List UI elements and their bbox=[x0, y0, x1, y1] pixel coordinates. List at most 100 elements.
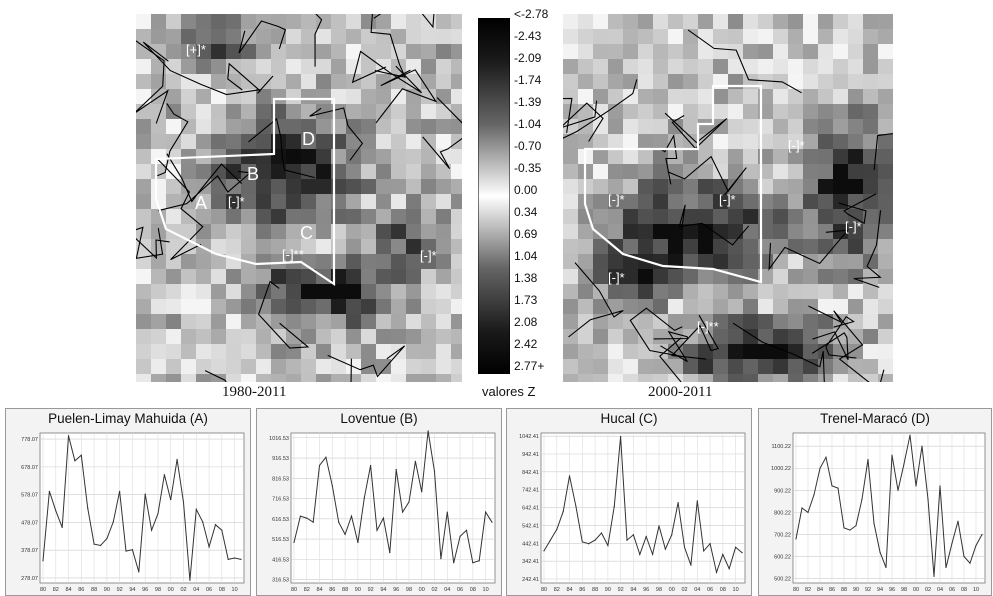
map-label: B bbox=[247, 164, 259, 184]
map-cell bbox=[256, 254, 271, 269]
map-cell bbox=[181, 224, 196, 239]
data-point bbox=[722, 553, 724, 556]
map-cell bbox=[833, 14, 848, 29]
map-cell bbox=[151, 179, 166, 194]
map-cell bbox=[668, 59, 683, 74]
map-cell bbox=[226, 344, 241, 359]
map-cell bbox=[638, 269, 653, 284]
data-point bbox=[677, 502, 679, 504]
map-cell bbox=[136, 194, 151, 209]
map-cell bbox=[196, 59, 211, 74]
map-cell bbox=[593, 44, 608, 59]
map-cell bbox=[593, 14, 608, 29]
map-cell bbox=[406, 104, 421, 119]
map-cell bbox=[196, 194, 211, 209]
map-cell bbox=[758, 29, 773, 44]
y-tick-label: 542.41 bbox=[522, 523, 539, 529]
map-cell bbox=[271, 284, 286, 299]
map-cell bbox=[196, 44, 211, 59]
map-cell bbox=[391, 119, 406, 134]
map-cell bbox=[331, 74, 346, 89]
map-cell bbox=[136, 344, 151, 359]
map-cell bbox=[256, 359, 271, 374]
y-tick-label: 678.07 bbox=[21, 465, 38, 471]
map-cell bbox=[578, 134, 593, 149]
map-cell bbox=[593, 359, 608, 374]
x-tick-label: 88 bbox=[592, 587, 598, 593]
department-boundaries bbox=[136, 14, 462, 382]
map-cell bbox=[878, 299, 893, 314]
map-cell bbox=[226, 269, 241, 284]
map-cell bbox=[196, 284, 211, 299]
map-cell bbox=[406, 269, 421, 284]
map-grid bbox=[136, 14, 462, 382]
map-cell bbox=[451, 134, 462, 149]
map-cell bbox=[593, 374, 608, 382]
colorbar-tick-label: 1.38 bbox=[514, 271, 538, 285]
map-cell bbox=[608, 149, 623, 164]
map-cell bbox=[653, 224, 668, 239]
map-cell bbox=[391, 314, 406, 329]
x-tick-label: 08 bbox=[961, 587, 967, 593]
data-point bbox=[741, 552, 743, 554]
y-tick-label: 342.41 bbox=[522, 559, 539, 565]
map-cell bbox=[638, 119, 653, 134]
map-cell bbox=[833, 134, 848, 149]
map-cell bbox=[653, 29, 668, 44]
map-cell bbox=[653, 74, 668, 89]
map-cell bbox=[301, 149, 316, 164]
map-cell bbox=[136, 164, 151, 179]
map-cell bbox=[608, 134, 623, 149]
data-point bbox=[683, 546, 686, 548]
data-point bbox=[440, 558, 442, 560]
map-cell bbox=[286, 119, 301, 134]
boundary-line bbox=[808, 305, 870, 382]
map-cell bbox=[803, 374, 818, 382]
map-cell bbox=[346, 209, 361, 224]
boundary-line bbox=[667, 155, 747, 196]
map-cell bbox=[451, 44, 462, 59]
map-cell bbox=[623, 329, 638, 344]
map-cell bbox=[773, 269, 788, 284]
map-cell bbox=[713, 329, 728, 344]
colorbar-tick-label: 1.73 bbox=[514, 293, 538, 307]
map-cell bbox=[698, 164, 713, 179]
map-cell bbox=[451, 284, 462, 299]
map-cell bbox=[833, 29, 848, 44]
map-cell bbox=[376, 149, 391, 164]
map-cell bbox=[863, 104, 878, 119]
map-cell bbox=[151, 329, 166, 344]
map-cell bbox=[818, 269, 833, 284]
map-cell bbox=[833, 239, 848, 254]
map-cell bbox=[668, 224, 683, 239]
map-cell bbox=[136, 29, 151, 44]
map-cell bbox=[256, 164, 271, 179]
map-cell bbox=[271, 224, 286, 239]
map-cell bbox=[593, 194, 608, 209]
map-cell bbox=[226, 164, 241, 179]
map-cell bbox=[136, 269, 151, 284]
map-cell bbox=[286, 209, 301, 224]
map-cell bbox=[653, 239, 668, 254]
y-tick-label: 842.41 bbox=[522, 470, 539, 476]
map-cell bbox=[406, 149, 421, 164]
map-cell bbox=[376, 164, 391, 179]
map-cell bbox=[151, 284, 166, 299]
map-cell bbox=[241, 329, 256, 344]
map-cell bbox=[758, 344, 773, 359]
data-point bbox=[703, 550, 705, 552]
map-cell bbox=[863, 329, 878, 344]
boundary-line bbox=[136, 40, 169, 124]
map-cell bbox=[436, 314, 451, 329]
map-cell bbox=[331, 329, 346, 344]
data-point bbox=[626, 539, 628, 541]
map-cell bbox=[376, 269, 391, 284]
map-cell bbox=[316, 164, 331, 179]
map-cell bbox=[436, 89, 451, 104]
map-cell bbox=[848, 359, 863, 374]
map-cell bbox=[863, 29, 878, 44]
map-cell bbox=[256, 149, 271, 164]
map-cell bbox=[713, 314, 728, 329]
data-point bbox=[421, 491, 423, 493]
map-cell bbox=[623, 239, 638, 254]
